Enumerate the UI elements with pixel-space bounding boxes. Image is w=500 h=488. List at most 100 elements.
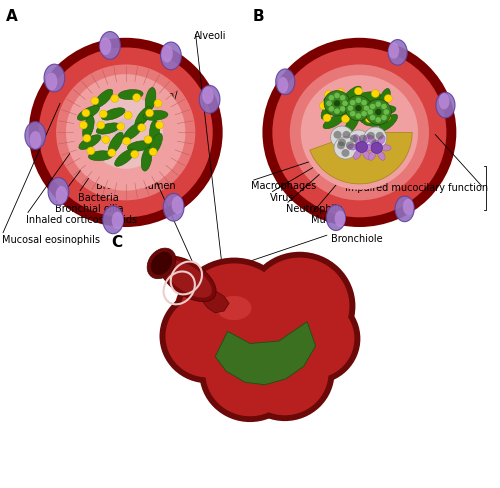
Circle shape	[244, 252, 356, 361]
Ellipse shape	[388, 42, 399, 59]
Circle shape	[146, 109, 154, 117]
Circle shape	[28, 38, 222, 227]
Ellipse shape	[232, 350, 243, 376]
Circle shape	[229, 306, 259, 335]
Ellipse shape	[362, 145, 373, 151]
Circle shape	[342, 115, 349, 122]
Circle shape	[56, 64, 196, 201]
Circle shape	[216, 302, 223, 308]
Polygon shape	[202, 284, 229, 313]
Text: Impaired mucocilary function: Impaired mucocilary function	[344, 183, 488, 193]
Circle shape	[122, 137, 130, 145]
Circle shape	[254, 361, 281, 387]
Circle shape	[375, 109, 382, 115]
Circle shape	[262, 38, 456, 227]
Circle shape	[102, 136, 110, 143]
Circle shape	[240, 317, 248, 325]
Circle shape	[174, 258, 295, 376]
Circle shape	[370, 115, 376, 121]
Circle shape	[334, 100, 340, 106]
Circle shape	[138, 123, 145, 131]
Circle shape	[226, 312, 236, 323]
Ellipse shape	[147, 248, 176, 279]
Ellipse shape	[278, 77, 288, 93]
Circle shape	[361, 100, 367, 105]
Circle shape	[97, 121, 105, 129]
Circle shape	[273, 299, 354, 378]
Ellipse shape	[277, 346, 286, 358]
Ellipse shape	[124, 122, 143, 141]
Ellipse shape	[102, 108, 125, 120]
Ellipse shape	[256, 366, 268, 373]
Ellipse shape	[354, 150, 361, 159]
Ellipse shape	[324, 94, 347, 103]
Circle shape	[223, 317, 230, 323]
Ellipse shape	[141, 147, 152, 171]
Circle shape	[234, 296, 244, 306]
Circle shape	[248, 309, 260, 320]
Ellipse shape	[378, 151, 385, 160]
Circle shape	[234, 324, 241, 330]
Circle shape	[38, 47, 212, 217]
Ellipse shape	[114, 149, 134, 166]
Circle shape	[370, 104, 376, 109]
Circle shape	[381, 104, 387, 109]
Circle shape	[348, 105, 353, 111]
Ellipse shape	[200, 85, 220, 113]
Text: Bronchial lumen: Bronchial lumen	[96, 181, 176, 191]
Ellipse shape	[264, 332, 280, 355]
Ellipse shape	[202, 86, 213, 104]
Text: B: B	[252, 9, 264, 23]
Ellipse shape	[118, 90, 143, 100]
Ellipse shape	[280, 358, 293, 365]
Circle shape	[347, 130, 370, 152]
Text: Mucus: Mucus	[310, 215, 342, 225]
Circle shape	[206, 329, 295, 416]
Ellipse shape	[342, 86, 361, 103]
Circle shape	[364, 105, 370, 111]
Circle shape	[367, 132, 375, 140]
Circle shape	[66, 74, 186, 191]
Circle shape	[210, 317, 220, 328]
Text: Macrophages: Macrophages	[251, 181, 316, 191]
Circle shape	[83, 134, 91, 142]
Circle shape	[269, 355, 283, 368]
Circle shape	[320, 102, 328, 110]
Circle shape	[340, 102, 347, 110]
Circle shape	[124, 112, 132, 119]
Circle shape	[384, 95, 392, 102]
Circle shape	[220, 289, 328, 394]
Circle shape	[241, 326, 248, 333]
Ellipse shape	[150, 120, 160, 144]
Circle shape	[356, 142, 368, 153]
Circle shape	[87, 147, 95, 155]
Circle shape	[91, 97, 99, 105]
Circle shape	[381, 115, 387, 121]
Circle shape	[216, 314, 223, 321]
Circle shape	[334, 108, 340, 114]
Circle shape	[144, 136, 152, 143]
Ellipse shape	[160, 256, 216, 302]
Circle shape	[324, 91, 332, 99]
Circle shape	[371, 142, 382, 154]
Ellipse shape	[103, 206, 124, 234]
Circle shape	[232, 347, 241, 356]
Text: Neutrophils: Neutrophils	[286, 204, 342, 214]
Circle shape	[200, 323, 300, 422]
Ellipse shape	[266, 360, 291, 376]
Ellipse shape	[266, 346, 275, 358]
Circle shape	[376, 132, 384, 140]
Circle shape	[354, 142, 362, 150]
Ellipse shape	[395, 196, 414, 222]
Circle shape	[267, 316, 274, 323]
Ellipse shape	[228, 353, 240, 360]
Ellipse shape	[358, 92, 381, 101]
Ellipse shape	[30, 131, 41, 149]
Circle shape	[235, 324, 334, 421]
Ellipse shape	[246, 342, 255, 353]
Circle shape	[234, 311, 241, 318]
Ellipse shape	[128, 141, 152, 151]
Ellipse shape	[78, 105, 100, 121]
Ellipse shape	[234, 366, 246, 373]
Circle shape	[252, 310, 258, 316]
